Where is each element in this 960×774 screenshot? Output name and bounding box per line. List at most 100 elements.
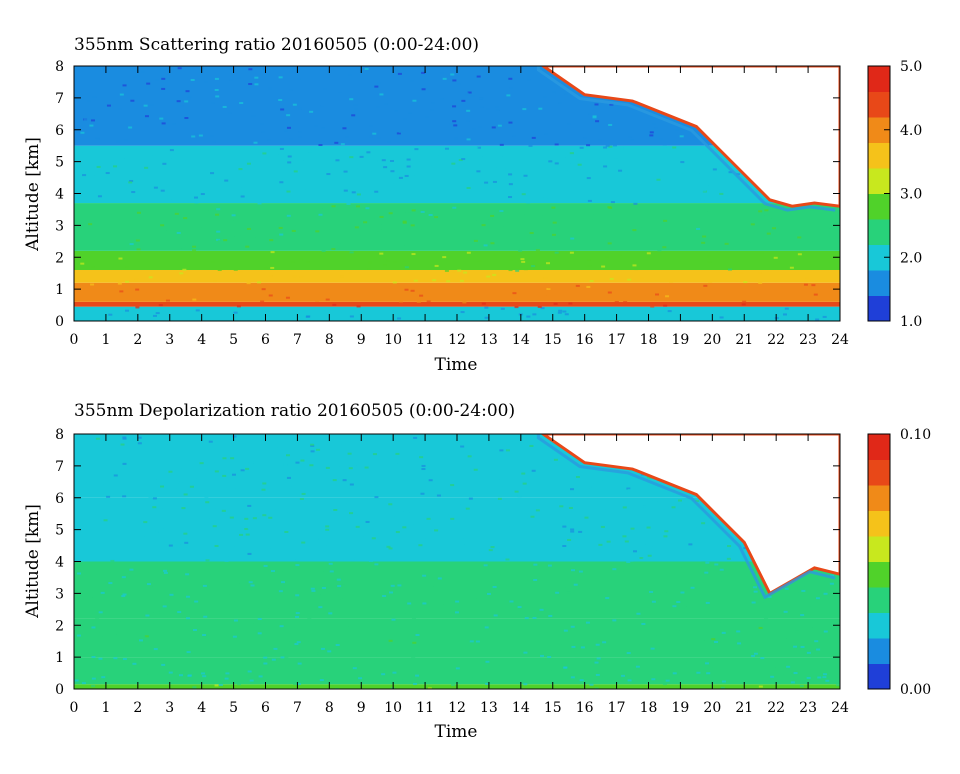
- texture-speck: [230, 601, 235, 604]
- x-axis-label: Time: [435, 722, 478, 742]
- texture-speck: [363, 221, 368, 224]
- texture-speck: [143, 521, 148, 524]
- texture-speck: [340, 275, 345, 278]
- x-tick-label: 12: [448, 332, 466, 348]
- texture-speck: [247, 527, 252, 530]
- texture-speck: [591, 181, 596, 184]
- texture-speck: [806, 651, 811, 654]
- texture-speck: [736, 630, 741, 633]
- texture-speck: [662, 574, 667, 577]
- texture-speck: [138, 639, 143, 642]
- texture-speck: [500, 307, 505, 310]
- y-tick-label: 4: [55, 187, 64, 203]
- texture-speck: [105, 172, 110, 175]
- texture-speck: [283, 463, 288, 466]
- texture-speck: [108, 644, 113, 647]
- texture-speck: [825, 297, 830, 300]
- y-tick-label: 6: [55, 491, 64, 507]
- texture-speck: [737, 642, 742, 645]
- texture-speck: [374, 216, 379, 219]
- texture-speck: [120, 443, 125, 446]
- texture-speck: [377, 224, 382, 227]
- texture-speck: [727, 545, 732, 548]
- texture-speck: [724, 242, 729, 245]
- texture-speck: [80, 131, 85, 134]
- texture-speck: [633, 550, 638, 553]
- texture-speck: [279, 625, 284, 628]
- colorbar-swatch: [868, 663, 890, 690]
- texture-speck: [314, 652, 319, 655]
- texture-speck: [245, 245, 250, 248]
- texture-speck: [505, 449, 510, 452]
- texture-speck: [703, 284, 708, 287]
- texture-speck: [421, 468, 426, 471]
- texture-speck: [205, 501, 210, 504]
- texture-speck: [705, 662, 710, 665]
- texture-speck: [332, 479, 337, 482]
- texture-speck: [136, 211, 141, 214]
- texture-speck: [657, 249, 662, 252]
- texture-speck: [433, 586, 438, 589]
- texture-speck: [675, 495, 680, 498]
- texture-speck: [78, 555, 83, 558]
- texture-speck: [234, 236, 239, 239]
- texture-speck: [158, 304, 163, 307]
- texture-speck: [696, 671, 701, 674]
- texture-speck: [660, 509, 665, 512]
- texture-speck: [315, 300, 320, 303]
- texture-speck: [563, 471, 568, 474]
- texture-speck: [222, 457, 227, 460]
- texture-speck: [192, 245, 197, 248]
- texture-speck: [415, 634, 420, 637]
- texture-speck: [635, 665, 640, 668]
- texture-speck: [780, 661, 785, 664]
- texture-speck: [351, 114, 356, 117]
- texture-speck: [509, 600, 514, 603]
- texture-speck: [298, 258, 303, 261]
- texture-speck: [305, 187, 310, 190]
- texture-speck: [267, 298, 272, 301]
- texture-speck: [750, 223, 755, 226]
- y-tick-label: 8: [55, 59, 64, 75]
- texture-speck: [501, 217, 506, 220]
- texture-speck: [564, 92, 569, 95]
- texture-speck: [677, 499, 682, 502]
- texture-speck: [588, 112, 593, 115]
- texture-speck: [213, 280, 218, 283]
- texture-speck: [91, 656, 96, 659]
- texture-speck: [444, 269, 449, 272]
- texture-speck: [706, 155, 711, 158]
- texture-speck: [381, 673, 386, 676]
- texture-speck: [172, 486, 177, 489]
- texture-speck: [365, 520, 370, 523]
- texture-speck: [254, 83, 259, 86]
- texture-speck: [511, 488, 516, 491]
- texture-speck: [522, 482, 527, 485]
- texture-speck: [495, 477, 500, 480]
- colorbar-swatch: [868, 168, 890, 194]
- texture-speck: [446, 518, 451, 521]
- x-tick-label: 13: [480, 332, 498, 348]
- heatmap-band: [74, 270, 840, 283]
- texture-speck: [110, 570, 115, 573]
- texture-speck: [181, 507, 186, 510]
- texture-speck: [758, 210, 763, 213]
- texture-speck: [349, 673, 354, 676]
- texture-speck: [759, 251, 764, 254]
- texture-speck: [530, 310, 535, 313]
- texture-speck: [612, 619, 617, 622]
- texture-speck: [652, 123, 657, 126]
- texture-speck: [295, 564, 300, 567]
- texture-speck: [820, 579, 825, 582]
- texture-speck: [663, 219, 668, 222]
- texture-speck: [245, 467, 250, 470]
- texture-speck: [118, 257, 123, 260]
- texture-speck: [153, 648, 158, 651]
- texture-speck: [122, 436, 127, 439]
- texture-speck: [482, 154, 487, 157]
- texture-speck: [431, 102, 436, 105]
- texture-speck: [331, 205, 336, 208]
- texture-speck: [492, 217, 497, 220]
- texture-speck: [179, 105, 184, 108]
- texture-speck: [531, 469, 536, 472]
